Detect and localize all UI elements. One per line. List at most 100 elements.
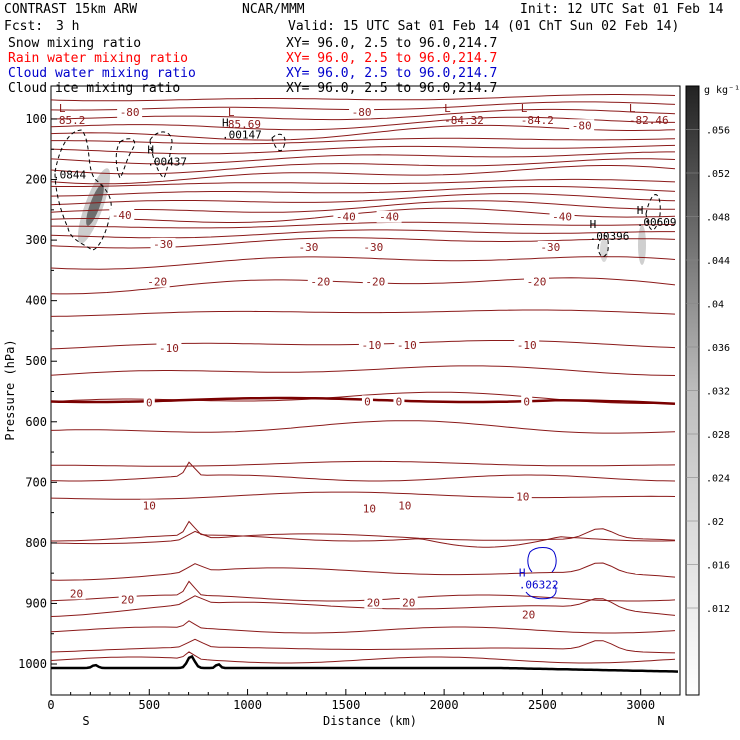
contour-label-bg [524,275,550,288]
colorbar-tick-label: .044 [706,256,730,267]
extremum-marker: H [637,204,644,217]
isotherm-line [51,620,676,634]
y-axis-label: Pressure (hPa) [3,339,17,440]
colorbar-tick-label: .012 [706,604,730,615]
ice-contour-north [645,194,661,231]
init-time: Init: 12 UTC Sat 01 Feb 14 [520,2,724,17]
isotherm-line [51,595,676,617]
contour-label: -80 [120,106,140,119]
contour-label-bg [537,240,563,253]
y-tick-label: 1000 [18,657,47,671]
contour-label-bg [521,395,533,408]
contour-label: 10 [516,490,529,503]
contour-label: 0 [396,395,403,408]
isotherm-line [51,165,676,185]
endpoint-south: S [82,714,89,728]
ice-contour-mid [271,133,286,152]
contour-label: -40 [552,211,572,224]
contour-label: -20 [147,276,167,289]
extremum-value: .00437 [147,156,187,169]
temperature-contours [51,94,676,664]
contour-label-bg [394,339,420,352]
contour-label-bg [295,240,321,253]
contour-label-bg [393,395,405,408]
legend-xy-cloud-water: XY= 96.0, 2.5 to 96.0,214.7 [286,66,497,81]
valid-time: Valid: 15 UTC Sat 01 Feb 14 (01 ChT Sun … [288,19,679,34]
colorbar-unit: g kg⁻¹ [704,85,740,96]
isotherm-line [51,193,676,206]
y-tick-label: 500 [25,354,47,368]
isotherm-line [51,94,676,102]
endpoint-north: N [657,714,664,728]
contour-label: -40 [336,211,356,224]
extremum-marker: H [590,218,597,231]
shading-blob-north-2 [638,225,646,265]
x-tick-label: 500 [138,698,160,712]
contour-label-bg [360,240,386,253]
x-tick-label: 0 [47,698,54,712]
isotherm-line [51,158,676,175]
contour-label-bg [358,339,384,352]
field-legend: Snow mixing ratio XY= 96.0, 2.5 to 96.0,… [8,36,497,96]
contour-label: -10 [397,339,417,352]
contour-label-bg [143,396,155,409]
contour-label-bg [549,210,575,223]
contour-label: -20 [365,276,385,289]
isotherm-line [51,638,676,654]
y-tick-label: 200 [25,173,47,187]
contour-label-bg [361,395,373,408]
colorbar-tick-label: .024 [706,474,730,485]
isotherm-line [51,200,675,213]
colorbar-tick-label: .032 [706,387,730,398]
contour-label: -20 [527,276,547,289]
legend-xy-snow: XY= 96.0, 2.5 to 96.0,214.7 [286,36,497,51]
x-tick-label: 1000 [233,698,262,712]
colorbar-tick-label: .02 [706,517,724,528]
ice-contour-south-3 [149,131,173,179]
isotherm-line [51,562,676,581]
isotherm-line [51,151,675,165]
plot-area [51,94,679,673]
isotherm-line [51,178,676,187]
extremum-value: .00396 [590,230,630,243]
contour-label-bg [156,342,182,355]
ice-contour-south-2 [115,138,136,180]
model-title: CONTRAST 15km ARW [4,2,137,17]
extremum-marker: H [222,116,229,129]
extremum-value: -84.32 [444,114,484,127]
contour-label: -80 [352,106,372,119]
colorbar-tick-label: .036 [706,343,730,354]
isotherm-line [51,186,676,197]
contour-label-bg [362,275,388,288]
contour-label: -30 [363,241,383,254]
y-tick-label: 300 [25,233,47,247]
isotherm-line [51,651,676,664]
contour-label: 0 [364,395,371,408]
contour-label-bg [109,208,135,221]
legend-label-cloud-ice: Cloud ice mixing ratio [8,81,180,96]
x-tick-label: 2500 [528,698,557,712]
legend-xy-rain: XY= 96.0, 2.5 to 96.0,214.7 [286,51,497,66]
isotherm-line [51,580,676,602]
y-tick-label: 100 [25,112,47,126]
colorbar-tick-label: .048 [706,213,730,224]
contour-label: 10 [363,503,376,516]
extremum-marker: L [228,106,235,119]
colorbar: g kg⁻¹ .012 .016 .02 .024 .028 .032 .036 .04 .04… [685,85,740,696]
legend-xy-cloud-ice: XY= 96.0, 2.5 to 96.0,214.7 [286,81,497,96]
ice-contour-south [54,129,112,251]
contour-label: 10 [398,500,411,513]
contour-label-bg [349,105,375,118]
extremum-value: .00609 [637,216,677,229]
contour-label-bg [519,608,538,621]
forecast-hours: 3 h [56,19,79,34]
contour-label: -30 [540,241,560,254]
extremum-marker: H [147,144,154,157]
contour-label-bg [376,210,402,223]
extremum-value: 85.2 [59,114,86,127]
colorbar-tick-label: .016 [706,561,730,572]
shaded-mixing-ratio [77,168,646,265]
contour-label: 20 [70,587,83,600]
contour-label: 0 [146,397,153,410]
